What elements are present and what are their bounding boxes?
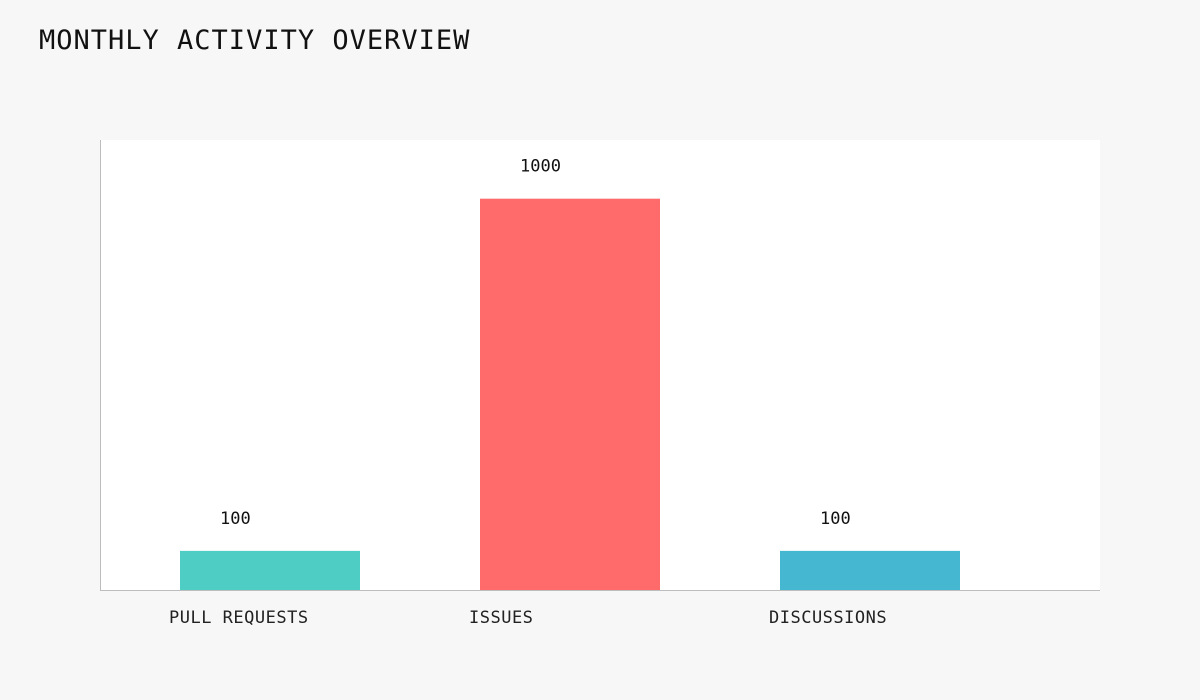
category-label-0: PULL REQUESTS — [169, 608, 309, 628]
category-label-1: ISSUES — [469, 608, 533, 628]
bar-0 — [180, 550, 360, 590]
bar-1 — [480, 198, 660, 590]
bars-group — [180, 198, 960, 590]
value-label-0: 100 — [220, 509, 251, 529]
value-labels-group: 100 1000 100 — [220, 157, 851, 529]
value-label-2: 100 — [820, 509, 851, 529]
bar-2 — [780, 550, 960, 590]
category-label-2: DISCUSSIONS — [769, 608, 887, 628]
category-labels-group: PULL REQUESTS ISSUES DISCUSSIONS — [169, 608, 887, 628]
chart-title: MONTHLY ACTIVITY OVERVIEW — [39, 25, 471, 56]
value-label-1: 1000 — [520, 157, 561, 177]
